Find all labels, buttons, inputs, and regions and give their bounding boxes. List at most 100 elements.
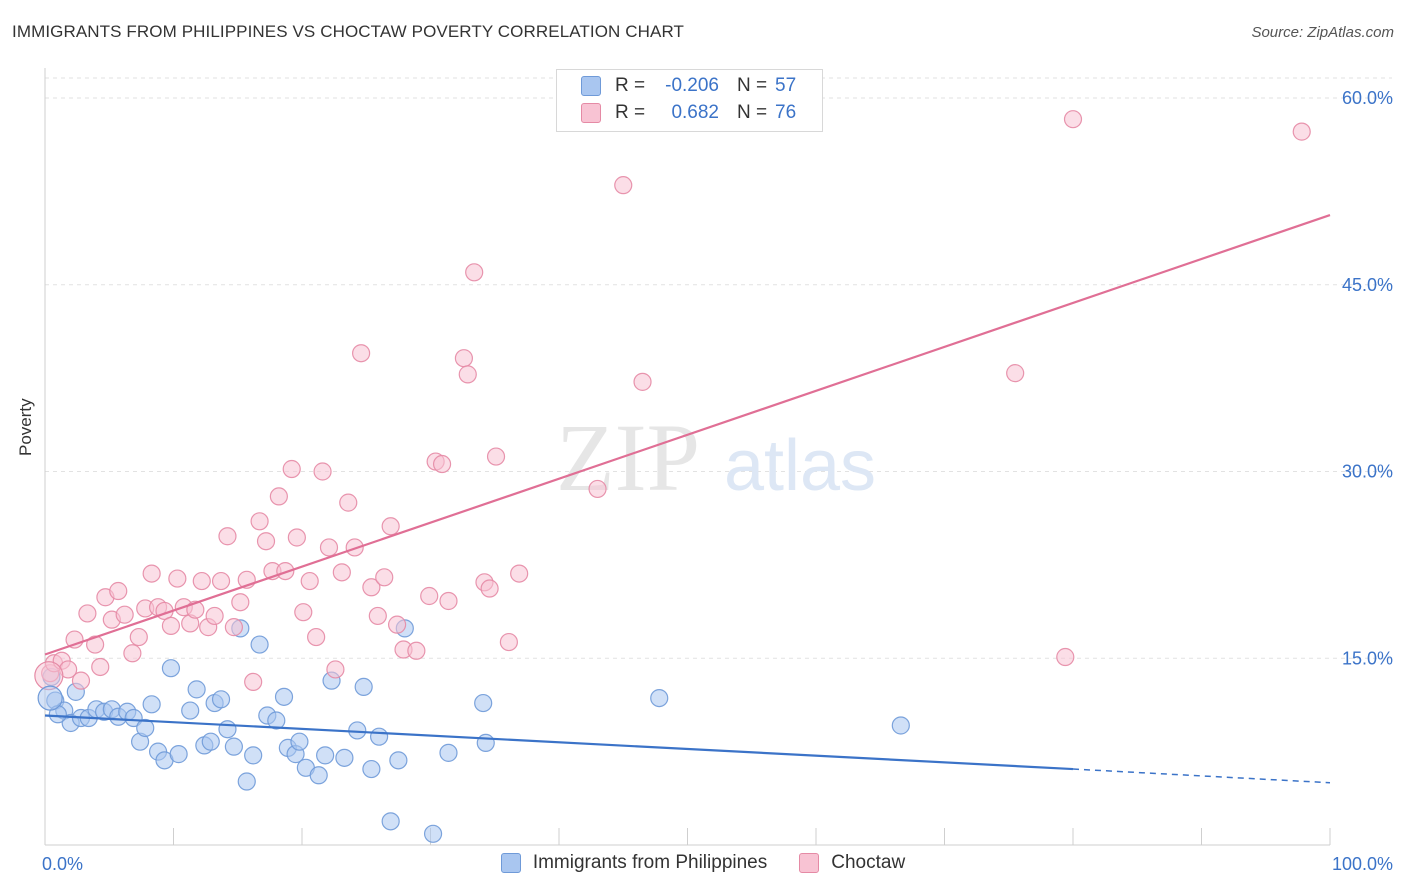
legend-r-label: R = [615, 102, 646, 123]
choctaw-point [420, 586, 439, 606]
philippines-point [650, 688, 669, 708]
legend-swatch-philippines [581, 76, 601, 96]
choctaw-point [256, 532, 276, 551]
choctaw-point [205, 606, 224, 626]
choctaw-point [269, 487, 288, 506]
y-tick-label: 30.0% [1342, 462, 1393, 482]
choctaw-point [71, 671, 91, 690]
choctaw-point [168, 569, 187, 588]
choctaw-point [1006, 364, 1025, 383]
philippines-point [181, 701, 200, 720]
legend-row-philippines: R = -0.206 N = 57 [581, 74, 796, 98]
choctaw-point [432, 454, 452, 474]
choctaw-point [614, 176, 633, 195]
tick-labels: 15.0% 30.0% 45.0% 60.0% 0.0% 100.0% [42, 88, 1393, 874]
legend-n-value: 76 [775, 102, 797, 123]
philippines-point [370, 727, 389, 746]
choctaw-point [486, 447, 506, 466]
philippines-point [423, 824, 443, 843]
philippines-point [474, 693, 493, 713]
philippines-point [161, 659, 181, 678]
legend-row-choctaw: R = 0.682 N = 76 [581, 101, 796, 125]
philippines-point [381, 812, 400, 831]
choctaw-point [339, 493, 358, 512]
y-tick-label: 15.0% [1342, 648, 1393, 668]
choctaw-point [368, 606, 387, 626]
watermark-atlas: atlas [724, 426, 876, 506]
choctaw-point [510, 564, 529, 583]
choctaw-point [381, 517, 400, 536]
philippines-point [316, 746, 335, 765]
legend-label-choctaw: Choctaw [831, 852, 906, 873]
philippines-point [211, 690, 231, 709]
chart-title: IMMIGRANTS FROM PHILIPPINES VS CHOCTAW P… [12, 22, 684, 41]
choctaw-point [319, 538, 339, 557]
choctaw-point [352, 344, 371, 363]
choctaw-point [34, 661, 64, 691]
choctaw-point [499, 632, 518, 652]
philippines-point [274, 687, 294, 706]
legend-n-label: N = [737, 75, 768, 96]
legend-swatch-choctaw [581, 103, 601, 123]
choctaw-point [362, 578, 381, 597]
trend-lines [44, 213, 1331, 784]
choctaw-point [1056, 647, 1075, 667]
philippines-point [37, 685, 63, 711]
choctaw-point [439, 591, 458, 611]
choctaw-point [1292, 122, 1311, 141]
series-legend: Immigrants from Philippines Choctaw [0, 852, 1406, 874]
x-tick-label: 100.0% [1332, 854, 1393, 874]
choctaw-point [250, 512, 269, 531]
choctaw-point [458, 365, 477, 384]
choctaw-point [1063, 110, 1083, 129]
axes [44, 68, 1331, 846]
legend-r-value: -0.206 [665, 75, 719, 96]
choctaw-point [294, 603, 313, 622]
chart-source: Source: ZipAtlas.com [1251, 24, 1394, 41]
choctaw-point [287, 528, 306, 547]
philippines-point [142, 695, 161, 714]
choctaw-point [115, 605, 134, 624]
philippines-point [354, 677, 373, 696]
legend-n-value: 57 [775, 75, 797, 96]
choctaw-point [86, 635, 105, 654]
legend-swatch-choctaw [799, 853, 820, 873]
choctaw-point [142, 564, 161, 583]
choctaw-point [109, 581, 128, 601]
philippines-point [124, 708, 143, 728]
choctaw-point [244, 672, 263, 692]
philippines-point [169, 745, 188, 764]
choctaw-point [300, 571, 319, 591]
philippines-point [389, 751, 408, 770]
choctaw-point [91, 657, 110, 677]
choctaw-point [387, 615, 407, 634]
choctaw-point [480, 579, 499, 598]
choctaw-point [407, 641, 426, 660]
philippines-point [335, 748, 354, 767]
choctaw-point [282, 459, 301, 479]
correlation-legend: R = -0.206 N = 57 R = 0.682 N = 76 [556, 69, 823, 132]
legend-n-label: N = [737, 102, 768, 123]
philippines-point [476, 733, 495, 753]
choctaw-point [224, 618, 243, 637]
choctaw-point [307, 627, 326, 647]
watermark: ZIP atlas [556, 404, 876, 511]
legend-item-choctaw: Choctaw [799, 852, 905, 874]
choctaw-point [78, 604, 97, 623]
philippines-point [187, 680, 206, 699]
legend-label-philippines: Immigrants from Philippines [532, 852, 768, 873]
y-tick-label: 60.0% [1342, 88, 1393, 108]
x-tick-label: 0.0% [42, 854, 83, 874]
choctaw-point [123, 644, 142, 663]
choctaw-point [633, 372, 652, 391]
choctaw-point [192, 571, 211, 591]
choctaw-point [218, 527, 237, 546]
choctaw-point [129, 627, 148, 647]
philippines-point [309, 766, 328, 785]
choctaw-point [276, 561, 295, 581]
choctaw-trend-line [44, 213, 1331, 656]
watermark-zip: ZIP [556, 404, 700, 511]
choctaw-point [465, 263, 484, 282]
legend-item-philippines: Immigrants from Philippines [500, 852, 768, 874]
